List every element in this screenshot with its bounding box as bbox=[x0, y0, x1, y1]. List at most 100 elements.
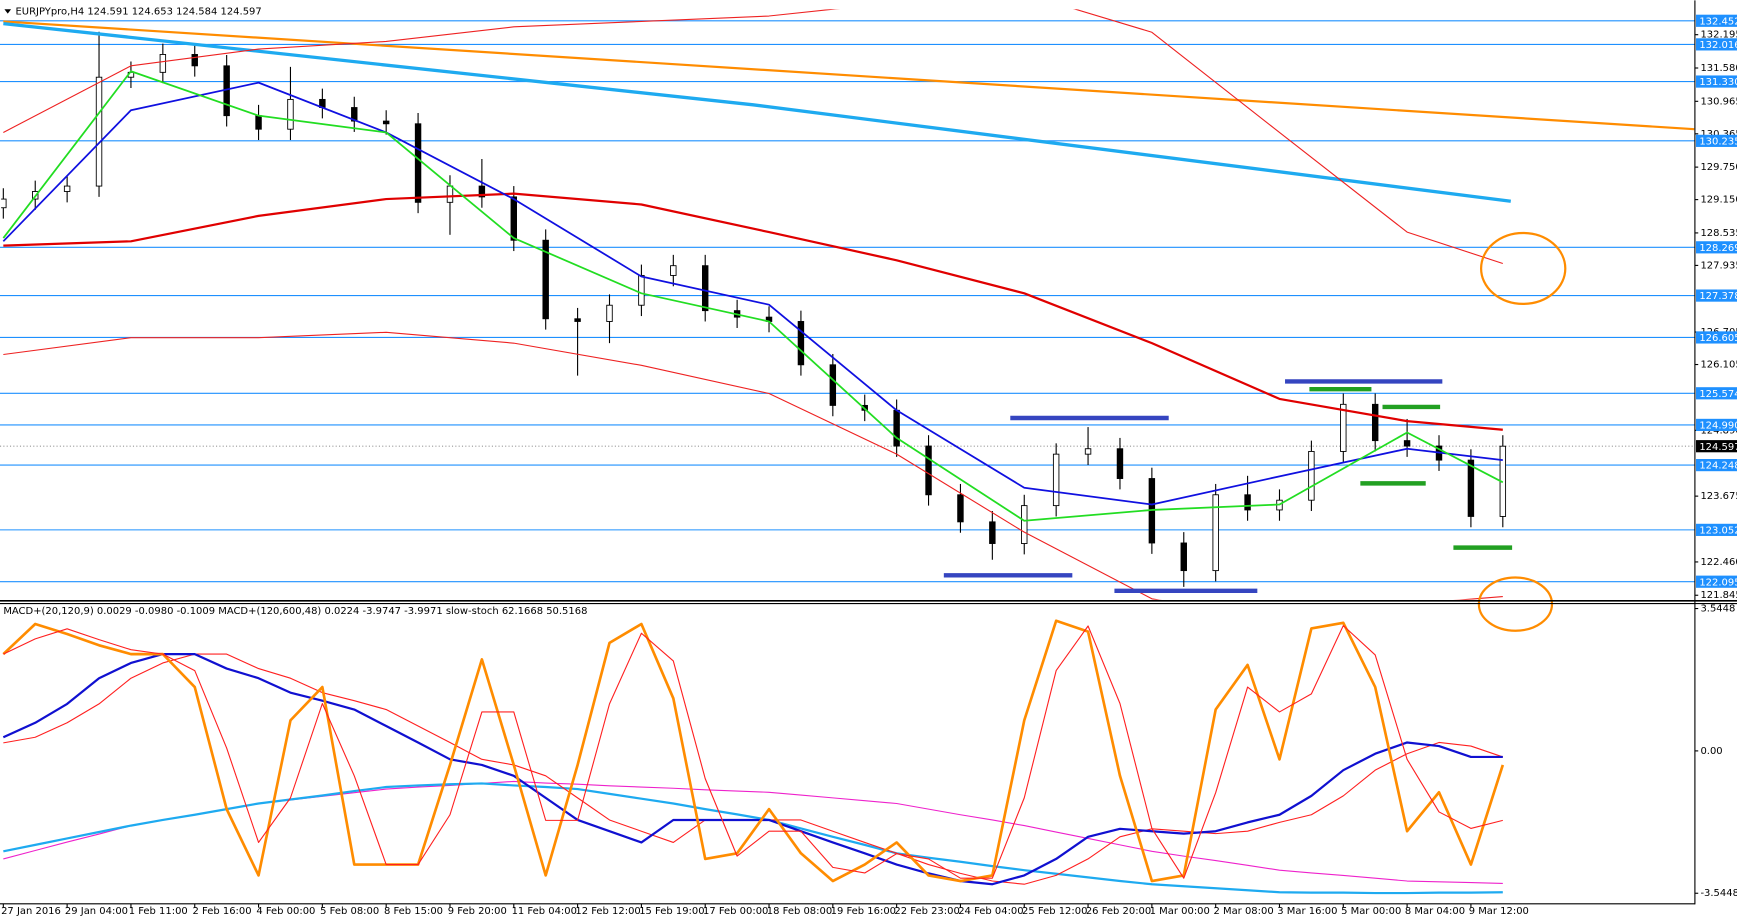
x-tick-label: 24 Feb 04:00 bbox=[958, 906, 1023, 917]
x-tick-label: 12 Feb 12:00 bbox=[575, 906, 640, 917]
level-label: 130.235 bbox=[1699, 136, 1737, 147]
level-box bbox=[1696, 241, 1737, 254]
y-tick-label: 128.535 bbox=[1700, 228, 1737, 239]
candle-body bbox=[382, 120, 390, 125]
indicator-line bbox=[2, 619, 1505, 883]
level-label: 126.605 bbox=[1699, 333, 1737, 344]
level-label: 132.452 bbox=[1699, 16, 1737, 27]
candle-body bbox=[1116, 448, 1124, 479]
x-tick-label: 1 Feb 11:00 bbox=[129, 906, 188, 917]
x-tick-label: 5 Mar 00:00 bbox=[1341, 906, 1401, 917]
candle-body bbox=[957, 494, 964, 523]
candle-body bbox=[1467, 459, 1475, 517]
x-tick-label: 2 Mar 08:00 bbox=[1213, 906, 1273, 917]
level-label: 128.269 bbox=[1699, 243, 1737, 254]
y-tick-label: 129.750 bbox=[1700, 162, 1737, 173]
x-tick-label: 18 Feb 08:00 bbox=[767, 906, 832, 917]
candle-body bbox=[1084, 448, 1092, 455]
candle-body bbox=[925, 445, 932, 496]
x-tick-label: 27 Jan 2016 bbox=[1, 906, 61, 917]
candle-body bbox=[638, 274, 645, 306]
indicator-line bbox=[3, 20, 1695, 131]
level-box bbox=[1696, 387, 1737, 400]
candle-body bbox=[1308, 451, 1315, 501]
level-box bbox=[1696, 523, 1737, 536]
level-label: 127.378 bbox=[1699, 291, 1737, 302]
level-box bbox=[1696, 38, 1737, 51]
level-label: 122.095 bbox=[1699, 577, 1737, 588]
x-tick-label: 4 Feb 00:00 bbox=[256, 906, 315, 917]
x-tick-label: 19 Feb 16:00 bbox=[831, 906, 896, 917]
candle-body bbox=[702, 265, 709, 312]
candle-body bbox=[989, 521, 996, 544]
candle-body bbox=[510, 196, 518, 241]
candle-body bbox=[63, 185, 71, 192]
x-tick-label: 9 Mar 12:00 bbox=[1469, 906, 1529, 917]
candle-body bbox=[1212, 494, 1219, 572]
x-tick-label: 11 Feb 04:00 bbox=[512, 906, 577, 917]
level-label: 123.052 bbox=[1699, 525, 1737, 536]
y-tick-label: 123.675 bbox=[1700, 491, 1737, 502]
level-box bbox=[1696, 459, 1737, 472]
candle-body bbox=[95, 76, 103, 187]
indicator-line bbox=[3, 625, 1503, 879]
candle-body bbox=[287, 98, 294, 130]
indicator-title: MACD+(20,120,9) 0.0029 -0.0980 -0.1009 M… bbox=[3, 606, 587, 617]
y-tick-label: 122.460 bbox=[1700, 557, 1737, 568]
y-tick-label: -3.5448 bbox=[1700, 888, 1737, 899]
back-layer bbox=[0, 20, 1695, 583]
candle-body bbox=[414, 123, 422, 203]
candle-body bbox=[1180, 542, 1187, 572]
x-tick-label: 8 Mar 04:00 bbox=[1405, 906, 1465, 917]
level-label: 132.016 bbox=[1699, 40, 1737, 51]
x-tick-label: 1 Mar 00:00 bbox=[1150, 906, 1210, 917]
candle-body bbox=[542, 239, 549, 320]
x-tick-label: 8 Feb 15:00 bbox=[384, 906, 443, 917]
level-box bbox=[1696, 134, 1737, 147]
y-tick-label: 0.00 bbox=[1700, 746, 1722, 757]
x-tick-label: 2 Feb 16:00 bbox=[193, 906, 252, 917]
x-tick-label: 22 Feb 23:00 bbox=[894, 906, 959, 917]
y-tick-label: 3.5448 bbox=[1700, 604, 1735, 615]
candle-body bbox=[1052, 453, 1060, 507]
indicator-panel bbox=[2, 619, 1505, 895]
candle-body bbox=[670, 265, 677, 276]
level-box bbox=[1696, 575, 1737, 588]
y-tick-label: 126.105 bbox=[1700, 360, 1737, 371]
chart-title: EURJPYpro,H4 124.591 124.653 124.584 124… bbox=[16, 6, 262, 17]
indicator-line bbox=[3, 782, 1503, 895]
candle-body bbox=[478, 185, 486, 198]
candle-body bbox=[1371, 403, 1379, 442]
x-tick-label: 15 Feb 19:00 bbox=[639, 906, 704, 917]
indicator-line bbox=[2, 70, 1504, 522]
candle-body bbox=[1244, 494, 1251, 511]
level-box bbox=[1696, 418, 1737, 432]
last-price-box bbox=[1696, 440, 1737, 453]
candle-body bbox=[1403, 440, 1411, 447]
level-label: 131.330 bbox=[1699, 77, 1737, 88]
level-box bbox=[1696, 14, 1737, 27]
y-tick-label: 131.580 bbox=[1700, 63, 1737, 74]
candle-body bbox=[1021, 505, 1028, 544]
candle-body bbox=[351, 107, 358, 122]
candle-body bbox=[606, 304, 613, 322]
y-tick-label: 127.935 bbox=[1700, 260, 1737, 271]
candle-body bbox=[1, 198, 7, 209]
indicator-line bbox=[2, 653, 1503, 886]
x-tick-label: 3 Mar 16:00 bbox=[1277, 906, 1337, 917]
level-box bbox=[1696, 331, 1737, 344]
candle-body bbox=[1340, 403, 1347, 452]
y-tick-label: 130.365 bbox=[1700, 129, 1737, 140]
candle-body bbox=[159, 54, 167, 73]
price-panel bbox=[1, 9, 1695, 600]
level-label: 124.248 bbox=[1699, 461, 1737, 472]
y-tick-label: 121.845 bbox=[1700, 590, 1737, 601]
candle-body bbox=[191, 54, 198, 67]
level-box bbox=[1696, 289, 1737, 302]
indicator-line bbox=[3, 21, 1512, 203]
x-tick-label: 9 Feb 20:00 bbox=[448, 906, 507, 917]
menu-arrow bbox=[4, 9, 12, 14]
indicator-line bbox=[3, 331, 1503, 600]
